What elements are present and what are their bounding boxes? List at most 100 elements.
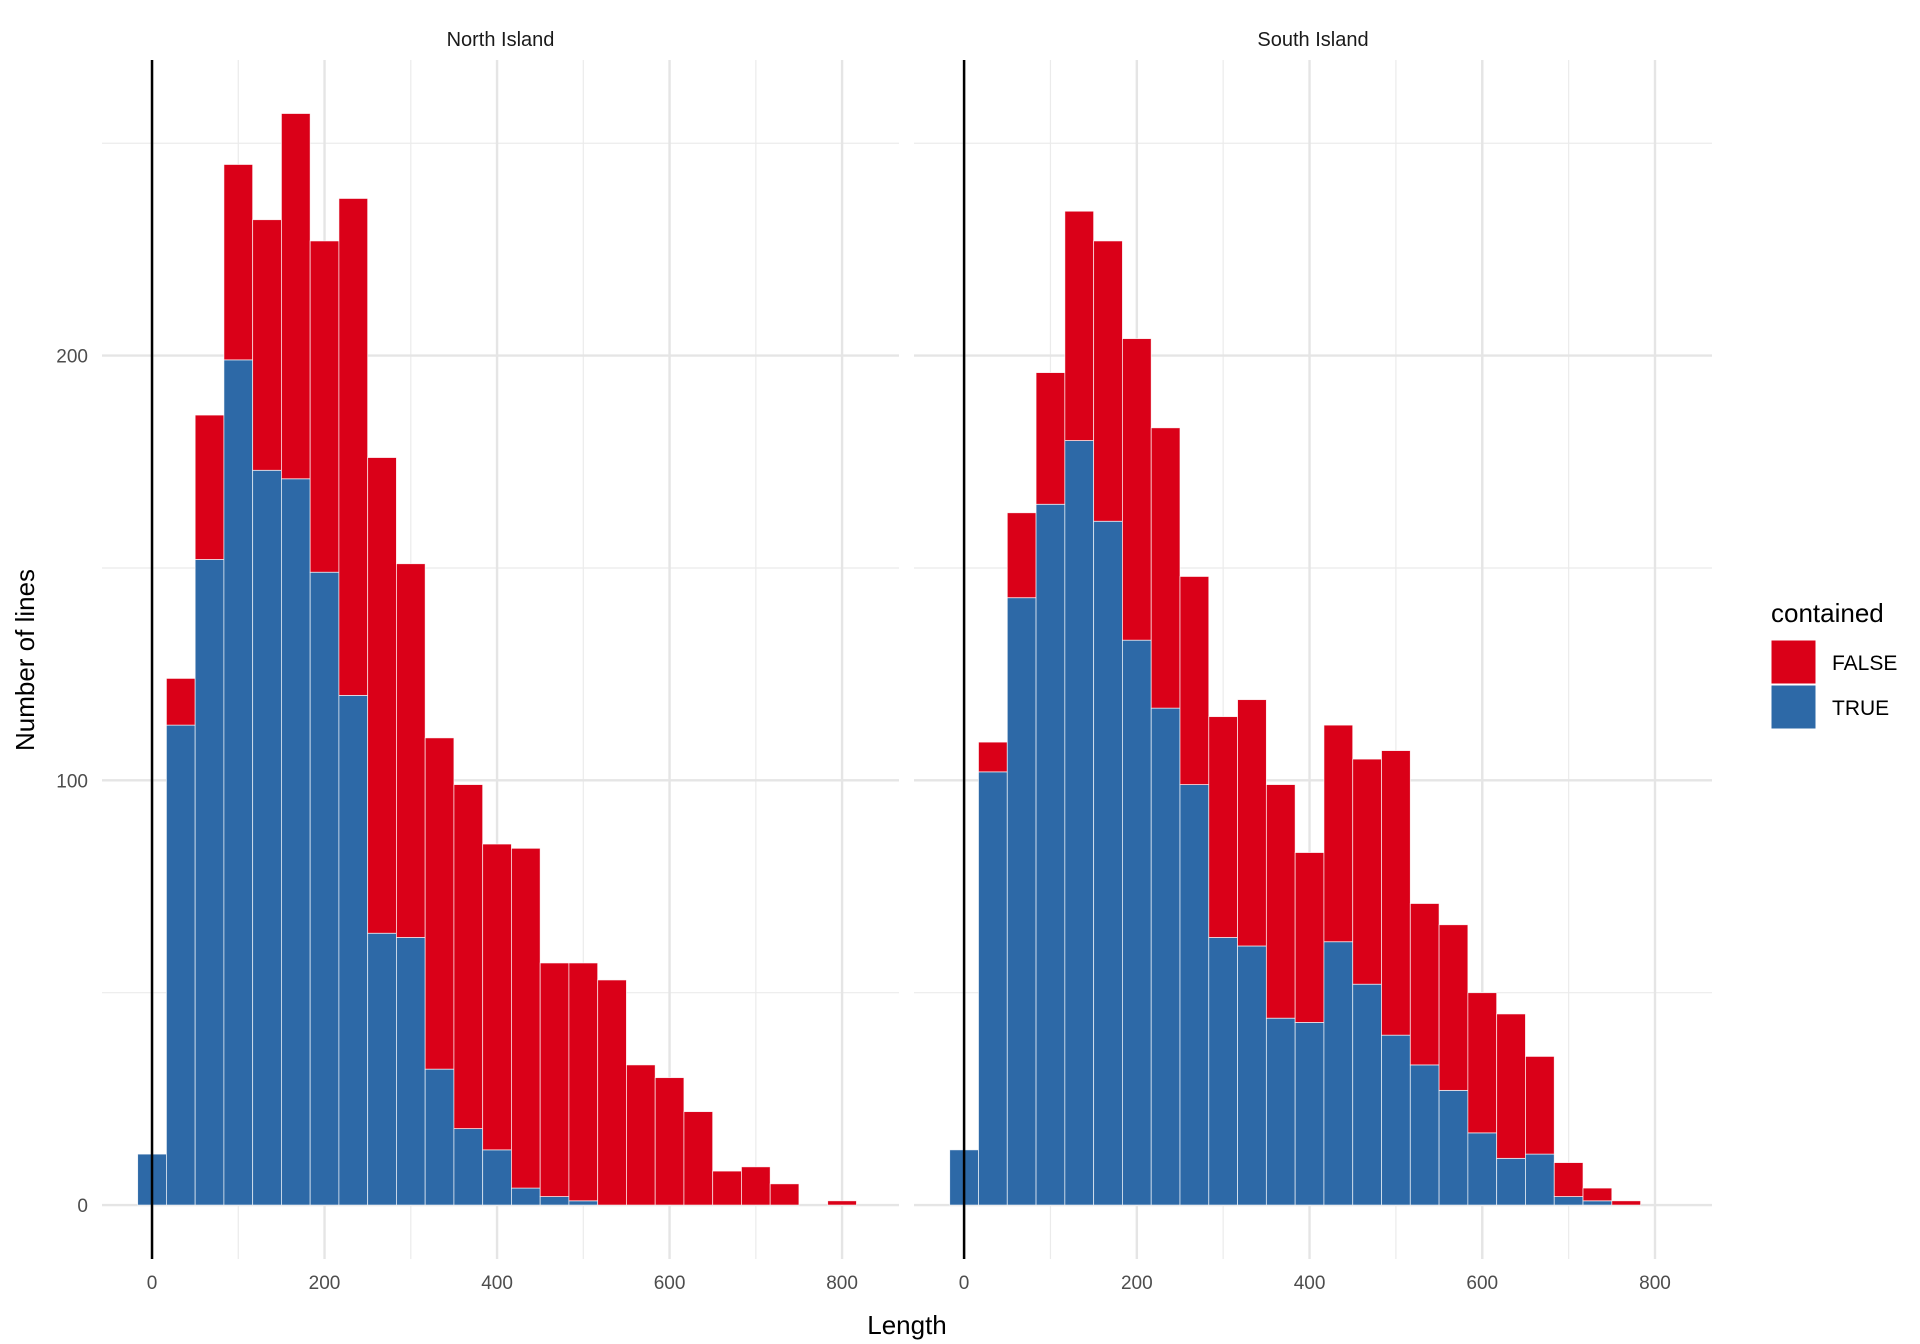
bar-false (741, 1166, 771, 1206)
bar-true (1294, 1022, 1325, 1206)
bar-false (1381, 750, 1411, 1036)
bar-false (1122, 338, 1152, 641)
bar-false (223, 164, 254, 361)
bar-true (1064, 440, 1095, 1206)
bar-false (1150, 427, 1181, 709)
bar-false (1006, 512, 1037, 599)
bar-false (597, 979, 627, 1206)
facet-strip-title: South Island (1257, 29, 1368, 51)
bar-false (1179, 576, 1210, 785)
bar-false (1237, 699, 1267, 947)
facet-strip-title: North Island (447, 29, 555, 51)
bar-false (281, 113, 311, 480)
x-axis-title: Length (867, 1310, 947, 1340)
bar-false (1208, 716, 1238, 938)
bar-false (1438, 924, 1469, 1091)
bar-false (1064, 210, 1095, 441)
bar-false (827, 1200, 857, 1206)
x-tick-label: 200 (1121, 1273, 1153, 1294)
bar-false (309, 240, 340, 573)
bar-false (511, 847, 541, 1189)
legend-title: contained (1771, 598, 1884, 628)
bar-true (511, 1187, 541, 1206)
bar-true (1265, 1017, 1296, 1206)
bar-true (166, 724, 196, 1206)
bar-true (453, 1128, 484, 1206)
bar-true (281, 478, 311, 1206)
bar-true (424, 1068, 455, 1206)
bar-true (338, 694, 369, 1206)
bar-false (453, 784, 484, 1130)
bar-true (396, 937, 426, 1206)
bar-true (223, 359, 254, 1206)
bar-true (568, 1200, 599, 1206)
bar-true (1438, 1089, 1469, 1206)
bar-true (482, 1149, 512, 1206)
bar-true (1122, 639, 1152, 1206)
bar-false (1582, 1187, 1613, 1202)
x-tick-label: 0 (959, 1273, 970, 1294)
legend-label-false: FALSE (1832, 652, 1897, 675)
bar-false (1093, 240, 1123, 522)
bar-true (367, 932, 397, 1206)
x-tick-label: 800 (1639, 1273, 1671, 1294)
y-tick-label: 100 (56, 771, 88, 792)
bar-false (712, 1170, 742, 1206)
x-tick-label: 200 (309, 1273, 341, 1294)
bar-false (1553, 1162, 1584, 1197)
bar-true (1553, 1196, 1584, 1206)
bar-true (1093, 520, 1123, 1206)
x-tick-label: 400 (481, 1273, 513, 1294)
bar-true (1323, 941, 1354, 1206)
bar-false (194, 414, 225, 560)
legend: contained FALSE TRUE (1770, 598, 1897, 730)
bar-true (1409, 1064, 1440, 1206)
bar-false (1352, 758, 1382, 985)
y-tick-label: 200 (56, 347, 88, 368)
bar-false (1323, 724, 1354, 943)
bar-false (482, 843, 512, 1151)
legend-label-true: TRUE (1832, 697, 1889, 720)
bar-false (654, 1077, 685, 1206)
bar-false (769, 1183, 800, 1206)
panel-0: 0 200 400 600 800 North Island 0 100 200 (56, 29, 899, 1294)
bar-false (539, 962, 570, 1197)
bar-true (1006, 597, 1037, 1206)
x-tick-label: 600 (1466, 1273, 1498, 1294)
bar-false (1496, 1013, 1526, 1159)
bar-true (1352, 983, 1382, 1206)
bar-true (1582, 1200, 1613, 1206)
bar-true (309, 571, 340, 1206)
bar-false (367, 457, 397, 934)
bar-true (1381, 1034, 1411, 1206)
bar-true (1525, 1153, 1555, 1206)
bar-true (252, 469, 282, 1206)
bar-false (1035, 372, 1066, 505)
bar-true (1035, 503, 1066, 1206)
bar-false (626, 1064, 656, 1206)
y-tick-label: 0 (77, 1196, 88, 1217)
legend-key-true (1770, 684, 1817, 730)
bar-true (1496, 1157, 1526, 1206)
bar-true (539, 1196, 570, 1206)
x-tick-label: 0 (147, 1273, 158, 1294)
bar-false (252, 219, 282, 471)
bar-false (683, 1111, 714, 1206)
bar-false (568, 962, 599, 1202)
bar-true (1237, 945, 1267, 1206)
x-tick-label: 400 (1294, 1273, 1326, 1294)
x-tick-label: 800 (826, 1273, 858, 1294)
bar-false (1525, 1056, 1555, 1155)
bar-true (978, 771, 1008, 1206)
panel-1: 0 200 400 600 800 South Island (914, 29, 1712, 1294)
bar-true (1150, 707, 1181, 1206)
bar-false (1294, 852, 1325, 1023)
bar-false (1265, 784, 1296, 1019)
bar-false (338, 198, 369, 696)
bar-true (1208, 937, 1238, 1206)
bar-false (978, 741, 1008, 773)
bar-false (396, 563, 426, 938)
y-axis-title: Number of lines (10, 569, 40, 751)
legend-key-false (1770, 639, 1817, 685)
